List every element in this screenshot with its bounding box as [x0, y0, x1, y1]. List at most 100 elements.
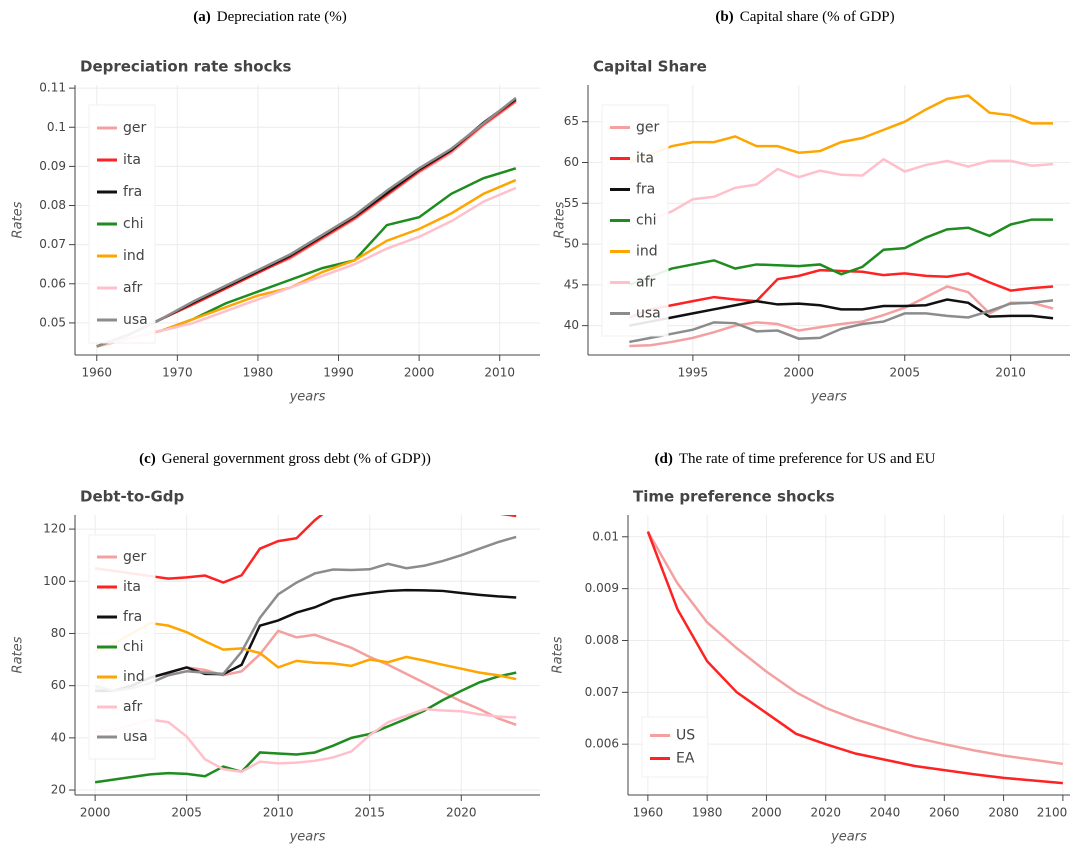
legend-label: usa	[636, 306, 661, 322]
caption-label: (a)	[193, 9, 211, 25]
x-tick-label: 2100	[1037, 806, 1068, 820]
caption-text: Capital share (% of GDP)	[740, 9, 895, 25]
y-tick-label: 0.008	[585, 633, 619, 647]
x-tick-label: 2000	[784, 366, 815, 380]
x-tick-label: 2010	[263, 806, 294, 820]
x-tick-label: 1960	[81, 366, 112, 380]
series-line	[628, 157, 1054, 229]
series-line	[94, 621, 517, 681]
x-tick-label: 2000	[751, 806, 782, 820]
series-line	[96, 99, 517, 348]
y-tick-label: 100	[43, 574, 66, 588]
x-tick-label: 2005	[171, 806, 202, 820]
y-tick-label: 40	[51, 730, 66, 744]
y-tick-label: 0.08	[39, 198, 66, 212]
y-tick-label: 0.06	[39, 276, 66, 290]
series-line	[646, 530, 1064, 766]
y-tick-label: 50	[564, 237, 579, 251]
x-axis-label: years	[810, 390, 847, 405]
caption-label: (c)	[139, 451, 156, 467]
series-line	[94, 515, 517, 584]
legend-label: usa	[123, 729, 148, 745]
x-tick-label: 1980	[243, 366, 274, 380]
legend-label: ita	[123, 579, 141, 595]
series-line	[96, 100, 517, 348]
y-tick-label: 40	[564, 318, 579, 332]
x-tick-label: 2040	[870, 806, 901, 820]
series-line	[94, 671, 517, 784]
chart-title: Capital Share	[593, 58, 707, 76]
legend-label: ind	[636, 244, 658, 260]
series-line	[646, 531, 1063, 785]
y-tick-label: 0.07	[39, 237, 66, 251]
y-axis-label: Rates	[11, 636, 26, 673]
x-axis-label: years	[289, 830, 326, 845]
caption-text: General government gross debt (% of GDP)…	[162, 451, 431, 467]
y-tick-label: 0.1	[47, 120, 66, 134]
x-tick-label: 2015	[354, 806, 385, 820]
y-tick-label: 60	[51, 678, 66, 692]
legend-label: ger	[123, 549, 147, 565]
caption-label: (b)	[715, 9, 733, 25]
chart-title: Time preference shocks	[633, 488, 835, 506]
series-line	[628, 218, 1054, 287]
series-line	[96, 98, 517, 348]
legend-label: ger	[123, 120, 147, 136]
legend-label: fra	[123, 609, 142, 625]
series-line	[628, 268, 1054, 319]
legend-label: ita	[123, 152, 141, 168]
x-axis-label: years	[830, 830, 867, 845]
y-tick-label: 120	[43, 522, 66, 536]
caption: (a) Depreciation rate (%)	[193, 9, 346, 25]
series-line	[94, 707, 517, 774]
y-axis-label: Rates	[553, 201, 568, 238]
series-line	[629, 299, 1054, 344]
x-tick-label: 2020	[446, 806, 477, 820]
x-tick-label: 2060	[929, 806, 960, 820]
x-tick-label: 2000	[80, 806, 111, 820]
x-tick-label: 2010	[484, 366, 515, 380]
legend-label: afr	[636, 275, 656, 291]
series-line	[96, 186, 517, 348]
y-tick-label: 0.006	[585, 737, 619, 751]
legend-label: ger	[636, 120, 660, 136]
caption-text: Depreciation rate (%)	[217, 9, 347, 25]
x-axis-label: years	[289, 390, 326, 405]
legend-label: chi	[123, 216, 143, 232]
y-tick-label: 0.01	[592, 529, 619, 543]
series-line	[94, 535, 517, 693]
y-tick-label: 55	[564, 196, 579, 210]
y-tick-label: 20	[51, 783, 66, 797]
x-tick-label: 1990	[323, 366, 354, 380]
legend-label: fra	[636, 182, 655, 198]
legend-label: ita	[636, 151, 654, 167]
series-line	[96, 96, 517, 348]
y-tick-label: 0.05	[39, 315, 66, 329]
chart-title: Depreciation rate shocks	[80, 58, 291, 76]
y-tick-label: 80	[51, 626, 66, 640]
chart-title: Debt-to-Gdp	[80, 488, 185, 506]
caption: (c) General government gross debt (% of G…	[139, 451, 431, 467]
legend-label: ind	[123, 248, 145, 264]
y-tick-label: 65	[564, 114, 579, 128]
x-tick-label: 2020	[810, 806, 841, 820]
caption: (d) The rate of time preference for US an…	[655, 451, 936, 467]
legend-label: EA	[676, 751, 695, 767]
x-tick-label: 1995	[678, 366, 709, 380]
legend-label: ind	[123, 669, 145, 685]
series-line	[629, 285, 1054, 348]
x-tick-label: 1980	[692, 806, 723, 820]
y-axis-label: Rates	[11, 201, 26, 238]
y-tick-label: 0.09	[39, 159, 66, 173]
caption: (b) Capital share (% of GDP)	[715, 9, 894, 25]
y-tick-label: 0.009	[585, 581, 619, 595]
y-tick-label: 0.007	[585, 685, 619, 699]
legend-label: US	[676, 728, 695, 744]
x-tick-label: 1970	[162, 366, 193, 380]
caption-text: The rate of time preference for US and E…	[679, 451, 936, 467]
y-tick-label: 45	[564, 277, 579, 291]
legend-label: usa	[123, 312, 148, 328]
y-tick-label: 0.11	[39, 81, 66, 95]
caption-label: (d)	[655, 451, 673, 467]
